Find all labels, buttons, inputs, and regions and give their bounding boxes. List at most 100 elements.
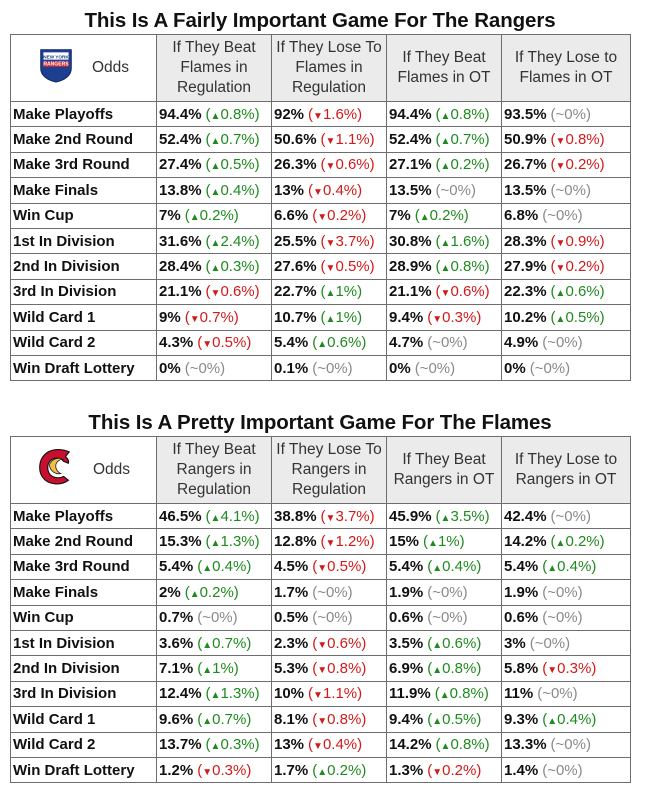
odds-cell: 46.5% (▲4.1%) [156,502,272,530]
odds-change-value: ~0% [440,181,471,199]
arrow-down-icon: ▼ [202,766,213,778]
row-label: Make Finals [10,177,157,204]
odds-change: (▲1%) [197,660,239,678]
odds-value: 13% [274,181,305,199]
arrow-down-icon: ▼ [317,639,328,651]
row-label: 3rd In Division [10,680,157,708]
odds-change: (▲0.8%) [205,105,260,123]
odds-cell: 0% (~0%) [156,354,272,382]
odds-change: (▲1.3%) [205,685,260,703]
arrow-down-icon: ▼ [555,136,566,148]
arrow-up-icon: ▲ [547,715,558,727]
odds-change: (~0%) [312,359,353,377]
arrow-down-icon: ▼ [313,186,323,198]
odds-change-value: ~0% [555,105,586,123]
table-row: 1st In Division 31.6% (▲2.4%) 25.5% (▼3.7%) 3… [10,227,631,255]
odds-change: (▼0.6%) [205,283,260,301]
odds-value: 1.3% [389,761,424,779]
odds-change: (~0%) [427,583,468,601]
odds-change-value: ~0% [317,609,348,627]
arrow-up-icon: ▲ [432,715,443,727]
odds-change: (▼0.2%) [427,761,482,779]
odds-value: 1.7% [274,761,309,779]
odds-change-value: ~0% [419,359,451,377]
odds-cell: 6.9% (▲0.8%) [386,655,502,682]
arrow-down-icon: ▼ [555,161,566,173]
flames-table-title: This Is A Pretty Important Game For The … [88,411,552,434]
flames-logo-icon [37,449,75,491]
odds-change: (▲4.1%) [205,507,260,525]
odds-change: (~0%) [184,359,226,377]
odds-change-value: 0.2% [565,156,600,174]
table-row: Wild Card 1 9% (▼0.7%) 10.7% (▲1%) 9.4% (▼0.3%… [10,304,631,331]
odds-change: (▲0.8%) [427,660,482,678]
odds-value: 50.9% [504,131,547,149]
corner-cell: NEW YORK RANGERS Odds [10,34,157,102]
table-row: Make 2nd Round 15.3% (▲1.3%) 12.8% (▼1.2%) 15… [10,528,631,555]
arrow-up-icon: ▲ [325,313,336,325]
odds-change-value: ~0% [317,583,348,601]
row-label: Win Cup [10,202,157,229]
odds-change-value: ~0% [432,609,463,627]
odds-change: (~0%) [427,334,468,352]
odds-change: (▲0.8%) [435,258,490,276]
odds-value: 1.4% [504,761,539,779]
odds-value: 11.9% [389,685,431,703]
odds-change: (▲0.6%) [312,334,367,352]
odds-change-value: 0.7% [220,131,255,149]
odds-value: 7.1% [159,660,194,678]
col-header: If They Beat Flames in OT [386,34,502,102]
table-row: 3rd In Division 21.1% (▼0.6%) 22.7% (▲1%) 21.… [10,278,631,306]
odds-cell: 5.3% (▼0.8%) [271,655,387,682]
arrow-up-icon: ▲ [432,639,443,651]
odds-cell: 27.1% (▲0.2%) [386,151,502,179]
odds-change-value: ~0% [547,207,578,225]
odds-change: (▼0.4%) [308,736,363,754]
odds-cell: 22.3% (▲0.6%) [501,278,631,306]
odds-value: 42.4% [504,507,547,525]
odds-change-value: 0.8% [327,660,362,678]
odds-change-value: 0.7% [212,634,247,652]
odds-change: (▼0.5%) [197,334,252,352]
odds-value: 94.4% [389,105,432,123]
col-header: If They Lose To Rangers in Regulation [271,436,387,504]
row-label: Wild Card 2 [10,731,157,758]
odds-change-value: 0.8% [327,710,362,728]
odds-value: 27.4% [159,156,202,174]
odds-cell: 1.2% (▼0.3%) [156,756,272,784]
odds-change: (~0%) [550,105,591,123]
odds-change-value: 1% [335,283,358,301]
odds-cell: 0.1% (~0%) [271,354,387,382]
odds-value: 8.1% [274,710,309,728]
odds-cell: 50.9% (▼0.8%) [501,126,631,153]
odds-cell: 3.6% (▲0.7%) [156,629,272,657]
odds-cell: 11.9% (▲0.8%) [386,680,502,708]
odds-change: (▼0.3%) [197,761,252,779]
odds-cell: 13.8% (▲0.4%) [156,177,272,204]
odds-value: 0% [159,359,181,377]
odds-cell: 45.9% (▲3.5%) [386,502,502,530]
odds-cell: 12.4% (▲1.3%) [156,680,272,708]
odds-cell: 26.7% (▼0.2%) [501,151,631,179]
odds-change-value: 0.5% [335,258,370,276]
odds-change: (▲0.4%) [205,181,260,199]
odds-value: 15% [389,533,420,551]
odds-label: Odds [92,461,131,478]
odds-change: (▼1.1%) [308,685,363,703]
odds-cell: 7% (▲0.2%) [386,202,502,229]
table-row: Win Draft Lottery 1.2% (▼0.3%) 1.7% (▲0.2%) 1… [10,756,631,784]
odds-cell: 12.8% (▼1.2%) [271,528,387,555]
arrow-up-icon: ▲ [440,741,451,753]
odds-change-value: 0.4% [322,181,358,199]
table-row: Make Playoffs 94.4% (▲0.8%) 92% (▼1.6%) 94.4%… [10,100,631,128]
odds-change: (▼3.7%) [320,507,375,525]
odds-change: (▲0.7%) [197,634,252,652]
odds-change: (▼1.2%) [320,533,375,551]
odds-cell: 4.3% (▼0.5%) [156,329,272,356]
odds-change: (▲0.4%) [427,558,482,576]
odds-change-value: 0.2% [327,761,362,779]
odds-value: 46.5% [159,507,202,525]
odds-cell: 5.4% (▲0.4%) [386,553,502,581]
odds-change-value: 0.5% [220,156,255,174]
header-row: Odds If They Beat Rangers in Regulation … [10,436,631,504]
